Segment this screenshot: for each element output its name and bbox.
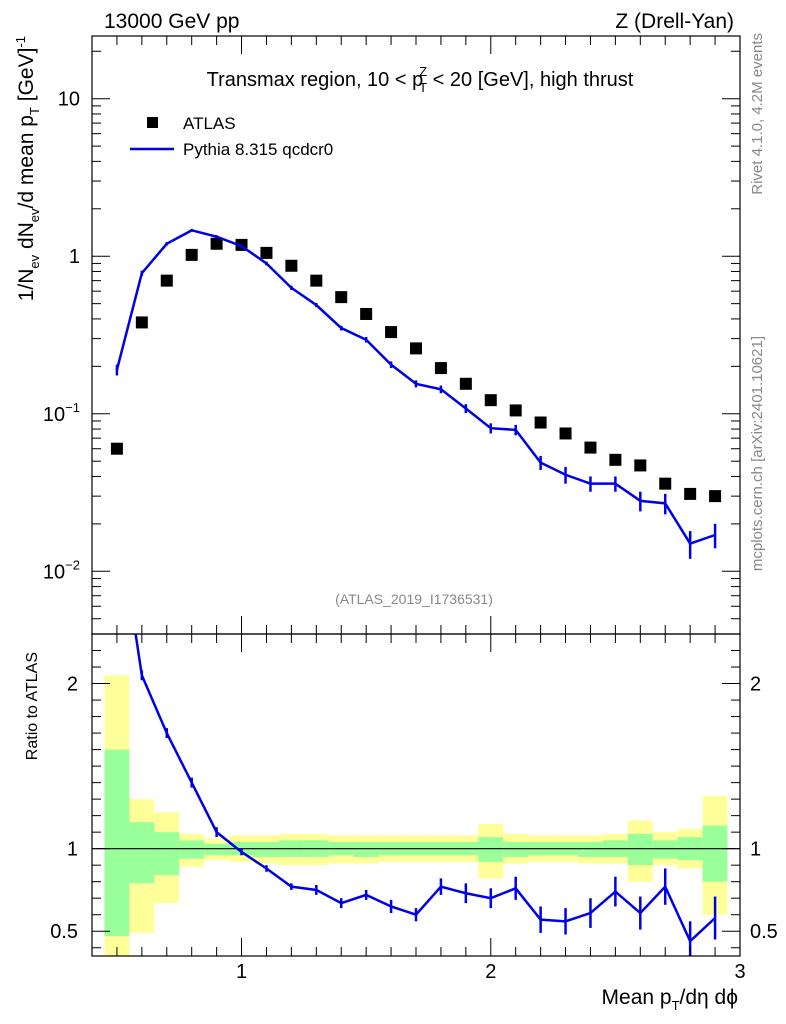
title-sub: T xyxy=(419,80,427,95)
ylabel-a: 1/N xyxy=(15,269,38,302)
atlas-point xyxy=(310,274,323,287)
atlas-point xyxy=(360,307,373,320)
header-left: 13000 GeV pp xyxy=(104,10,239,33)
main-ytick-label: 10 xyxy=(58,89,80,111)
band-inner xyxy=(478,837,504,862)
band-inner xyxy=(154,832,180,876)
plot-title: Transmax region, 10 < pZ T < 20 [GeV], hi… xyxy=(207,64,634,95)
atlas-point xyxy=(210,237,223,250)
atlas-point xyxy=(335,291,348,304)
ratio-ytick-label-left: 1 xyxy=(67,839,78,861)
band-inner xyxy=(179,840,205,859)
atlas-point xyxy=(135,316,148,329)
atlas-point xyxy=(410,342,422,355)
atlas-point xyxy=(185,248,198,261)
xlabel-sub: T xyxy=(672,998,680,1013)
ratio-frame xyxy=(91,633,741,957)
ratio-panel: 0.5 0.5 1 1 2 2 1 2 3 Ratio to ATLAS Mean pT/dη … xyxy=(24,633,778,1013)
atlas-point xyxy=(709,490,722,503)
title-sup: Z xyxy=(419,64,427,79)
band-inner xyxy=(627,833,653,866)
atlas-point xyxy=(160,274,173,287)
rivet-label: Rivet 4.1.0, 4.2M events xyxy=(749,33,766,195)
atlas-point xyxy=(484,394,497,407)
atlas-point xyxy=(584,441,597,454)
ylabel-b: dN xyxy=(15,222,38,255)
title-pre: Transmax region, 10 < p xyxy=(207,69,424,91)
ratio-ytick-label-left: 2 xyxy=(67,674,78,696)
atlas-point xyxy=(609,453,622,466)
legend-atlas-label: ATLAS xyxy=(183,114,236,133)
ylabel-b-sub: ev xyxy=(27,208,42,222)
ylabel-c: /d mean p xyxy=(15,115,38,208)
ylabel-a-sub: ev xyxy=(27,254,42,268)
ratio-ytick-label-right: 2 xyxy=(750,674,761,696)
atlas-point xyxy=(559,427,572,440)
atlas-point xyxy=(509,404,522,417)
band-inner xyxy=(204,843,230,856)
band-inner xyxy=(503,842,529,857)
band-inner xyxy=(702,825,728,882)
ylabel-d-sup: -1 xyxy=(13,36,28,48)
atlas-point xyxy=(459,377,472,390)
ratio-mc-line xyxy=(134,634,716,944)
ylabel-c-sub: T xyxy=(27,107,42,115)
title-post: < 20 [GeV], high thrust xyxy=(427,69,634,91)
xlabel-post: /dη dϕ xyxy=(680,986,738,1009)
analysis-watermark: (ATLAS_2019_I1736531) xyxy=(335,591,493,607)
ylabel-d: [GeV] xyxy=(15,48,38,108)
main-ytick-label: 10−2 xyxy=(43,557,80,583)
legend-mc-label: Pythia 8.315 qcdcr0 xyxy=(183,140,333,159)
band-inner xyxy=(578,842,603,857)
header-right: Z (Drell-Yan) xyxy=(615,10,734,33)
atlas-point xyxy=(385,326,398,339)
ratio-xtick-label: 2 xyxy=(485,961,496,983)
atlas-point xyxy=(260,246,273,259)
band-inner xyxy=(104,749,130,937)
band-inner xyxy=(129,822,155,884)
main-ytick-label: 1 xyxy=(69,246,80,268)
atlas-point xyxy=(285,259,298,272)
ratio-xlabel: Mean pT/dη dϕ xyxy=(602,986,738,1013)
source-label: mcplots.cern.ch [arXiv:2401.10621] xyxy=(749,336,766,571)
main-ylabel: 1/Nev dNev/d mean pT [GeV]-1 xyxy=(13,36,42,301)
atlas-point xyxy=(110,442,123,455)
atlas-point xyxy=(534,416,547,429)
ratio-ytick-label-right: 1 xyxy=(750,839,761,861)
ratio-ytick-label-left: 0.5 xyxy=(50,921,78,943)
band-inner xyxy=(353,842,379,857)
band-inner xyxy=(254,842,279,857)
band-inner xyxy=(652,840,678,859)
ratio-ytick-label-right: 0.5 xyxy=(750,921,778,943)
ratio-xtick-label: 3 xyxy=(734,961,745,983)
ratio-ylabel: Ratio to ATLAS xyxy=(24,652,41,760)
atlas-point xyxy=(434,362,447,375)
atlas-point xyxy=(634,459,647,472)
ratio-xtick-label: 1 xyxy=(236,961,247,983)
atlas-point xyxy=(684,487,697,500)
legend-atlas-marker xyxy=(147,117,158,128)
main-ytick-label: 10−1 xyxy=(43,400,80,426)
xlabel-pre: Mean p xyxy=(602,986,672,1009)
atlas-point xyxy=(659,477,672,490)
